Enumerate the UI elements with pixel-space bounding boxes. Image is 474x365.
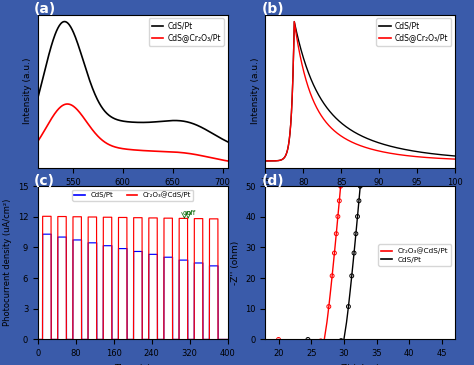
Text: on: on <box>183 210 191 216</box>
Point <box>328 273 336 279</box>
Point <box>331 250 338 256</box>
Legend: CdS/Pt, CdS@Cr₂O₃/Pt: CdS/Pt, CdS@Cr₂O₃/Pt <box>376 18 451 46</box>
Point <box>337 183 345 189</box>
Point <box>315 341 323 346</box>
Point <box>345 304 352 310</box>
Point <box>289 342 296 347</box>
Point <box>348 273 356 279</box>
Point <box>325 304 333 310</box>
Y-axis label: Intensity (a.u.): Intensity (a.u.) <box>23 58 32 124</box>
Point <box>337 338 345 343</box>
Point <box>326 341 334 347</box>
Text: (a): (a) <box>34 2 56 16</box>
Y-axis label: Photocurrent density (uA/cm²): Photocurrent density (uA/cm²) <box>3 199 12 326</box>
Text: off: off <box>186 210 196 216</box>
Point <box>317 338 325 344</box>
X-axis label: Time (s): Time (s) <box>114 364 151 365</box>
Point <box>355 198 363 204</box>
Text: (b): (b) <box>262 2 284 16</box>
Point <box>296 342 303 348</box>
Point <box>282 339 289 345</box>
X-axis label: Z' (ohm): Z' (ohm) <box>341 364 380 365</box>
Point <box>356 183 364 189</box>
Point <box>275 337 283 342</box>
Y-axis label: Intensity (a.u.): Intensity (a.u.) <box>251 58 260 124</box>
Point <box>303 342 310 348</box>
Point <box>336 198 343 204</box>
Legend: Cr₂O₃@CdS/Pt, CdS/Pt: Cr₂O₃@CdS/Pt, CdS/Pt <box>378 245 451 266</box>
Point <box>310 341 318 346</box>
Point <box>354 214 361 219</box>
Y-axis label: -Z'' (ohm): -Z'' (ohm) <box>230 241 239 285</box>
Text: (d): (d) <box>262 174 284 188</box>
Point <box>334 214 342 219</box>
Legend: CdS/Pt, Cr₂O₃@CdS/Pt: CdS/Pt, Cr₂O₃@CdS/Pt <box>72 190 193 200</box>
Point <box>332 231 340 237</box>
Point <box>304 337 312 342</box>
Point <box>321 341 328 347</box>
Legend: CdS/Pt, CdS@Cr₂O₃/Pt: CdS/Pt, CdS@Cr₂O₃/Pt <box>149 18 224 46</box>
Text: (c): (c) <box>34 174 55 188</box>
Point <box>310 339 317 345</box>
X-axis label: Wavelength (nm): Wavelength (nm) <box>93 192 172 201</box>
Point <box>350 250 358 256</box>
X-axis label: Time (ns): Time (ns) <box>339 192 382 201</box>
Point <box>352 231 360 237</box>
Point <box>332 340 339 346</box>
